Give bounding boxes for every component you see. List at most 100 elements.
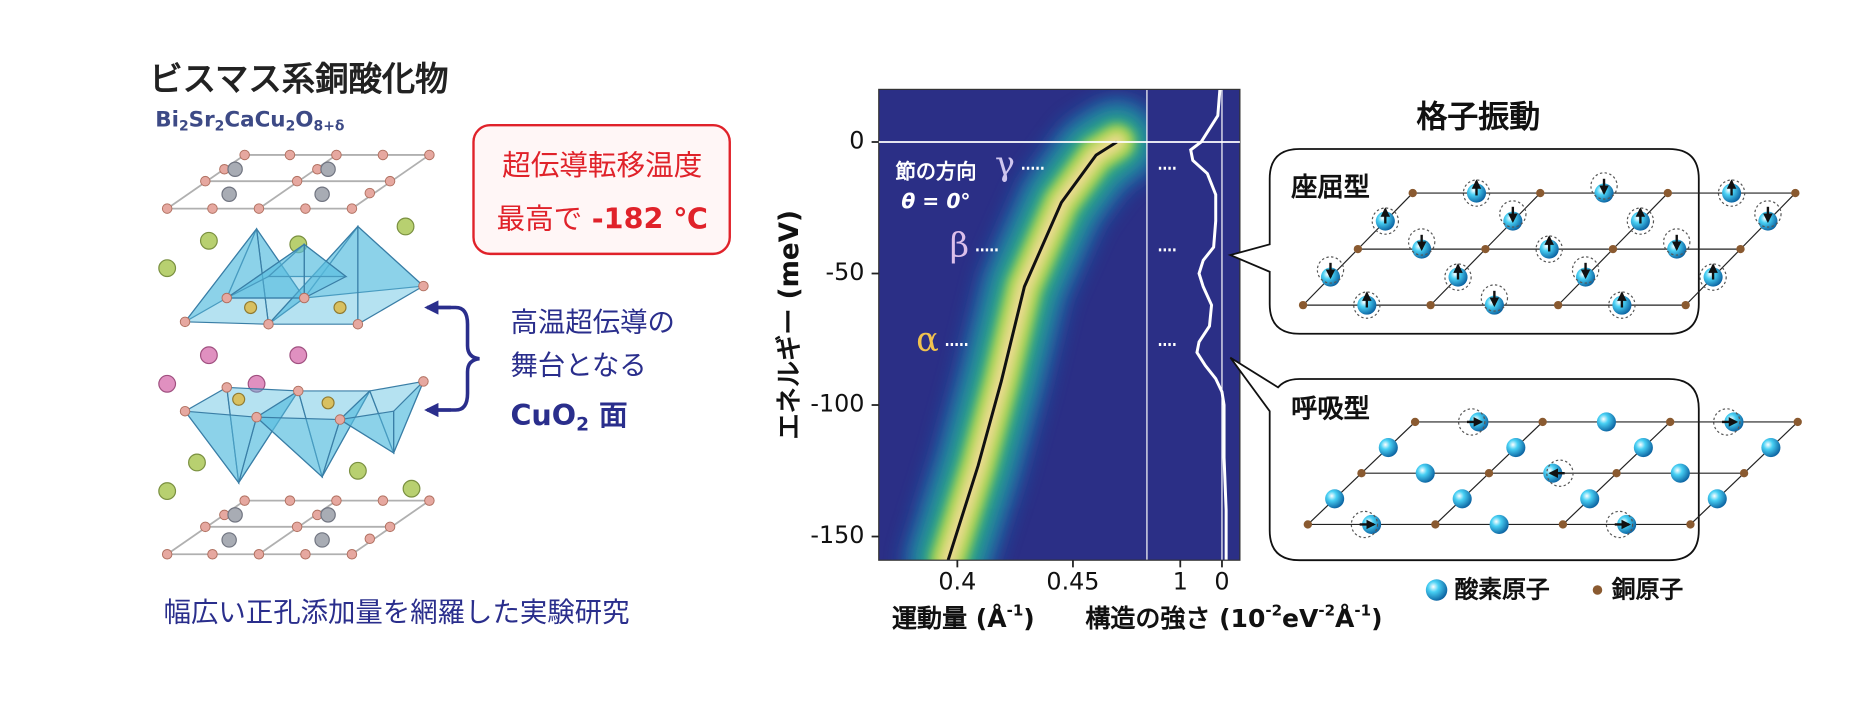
vib-circle (1462, 179, 1491, 207)
annotation: 節の方向 (895, 159, 976, 183)
script-text: 2 (576, 414, 589, 435)
oxygen (1452, 489, 1472, 509)
dispersion-line (946, 140, 1118, 561)
script-text: 8+δ (314, 118, 345, 134)
pyramid (357, 225, 425, 326)
phonon-title: 格子振動 (1416, 100, 1540, 136)
copper (1739, 469, 1749, 478)
vib-circle (1605, 510, 1634, 539)
atom-o (239, 149, 250, 161)
oxygen (1596, 412, 1616, 432)
mode-title: 呼吸型 (1291, 395, 1370, 425)
rich-text: CaCu (224, 107, 285, 132)
atom-bi (221, 532, 237, 548)
pyramid (267, 224, 359, 325)
vib-circle (1699, 263, 1727, 291)
x-tick-label: 1 (1173, 567, 1188, 595)
legend-oxygen (1425, 579, 1448, 601)
vib-circle (1717, 179, 1746, 207)
atom-o (253, 203, 265, 214)
copper (1736, 244, 1745, 254)
atom-sr (199, 231, 218, 250)
vib-circle (1444, 263, 1472, 291)
rich-text: 面 (589, 398, 628, 432)
vib-circle (1371, 207, 1400, 235)
tc-label: 超伝導転移温度 (502, 148, 702, 182)
y-tick-label: -150 (810, 521, 864, 549)
label-text: 構造の強さ (10 (1085, 604, 1265, 633)
copper (1481, 244, 1490, 254)
pyramid (183, 227, 270, 325)
atom-bi (320, 161, 336, 177)
legend-label: 酸素原子 (1454, 576, 1549, 604)
copper (1681, 300, 1690, 310)
atom-o (334, 414, 346, 425)
oxygen (1761, 438, 1781, 458)
callout-box (1227, 148, 1700, 335)
label-text: eV (1282, 604, 1319, 633)
copper (1686, 520, 1695, 529)
copper (1608, 244, 1618, 254)
copper (1303, 520, 1313, 529)
atom-o (221, 382, 233, 393)
atom-bi (227, 507, 243, 523)
atom-sr (289, 235, 308, 254)
tc-box (472, 123, 731, 256)
vib-circle (1663, 228, 1691, 256)
pyramid (183, 410, 258, 485)
copper (1357, 469, 1366, 478)
vib-circle (1571, 256, 1600, 284)
pyramid (254, 416, 341, 478)
x-tick-label: 0 (1214, 567, 1229, 595)
x-axis-label: 運動量 (Å-1) (892, 601, 1035, 633)
atom-o (291, 521, 303, 533)
copper (1793, 417, 1802, 427)
atom-bi (314, 532, 330, 548)
oxygen (1670, 463, 1690, 483)
legend-copper (1592, 585, 1603, 595)
rich-text: Bi (155, 107, 179, 132)
atom-cu (232, 392, 246, 406)
copper (1666, 417, 1675, 427)
atom-ca (289, 346, 308, 365)
copper (1553, 300, 1563, 310)
vib-circle (1499, 200, 1527, 228)
script-text: 2 (215, 118, 225, 134)
copper (1558, 520, 1568, 529)
formula: Bi2Sr2CaCu2O8+δ (155, 107, 344, 134)
oxygen (1707, 489, 1727, 509)
atom-o (384, 175, 396, 187)
atom-o (364, 187, 376, 199)
atom-o (346, 548, 358, 560)
vib-circle (1350, 510, 1379, 539)
vib-circle (1608, 291, 1636, 319)
superscript: -1 (1007, 601, 1024, 619)
lattices (1298, 172, 1802, 539)
vib-circle (1407, 228, 1436, 256)
atom-o (298, 292, 310, 304)
vib-circle (1626, 207, 1655, 235)
superscript: -2 (1318, 601, 1335, 619)
atom-o (352, 318, 364, 330)
atom-o (207, 548, 218, 560)
atom-o (253, 548, 265, 560)
atom-sr (188, 453, 206, 472)
atom-sr (158, 259, 177, 278)
x-axis-label: 構造の強さ (10-2eV-2Å-1) (1085, 601, 1382, 633)
copper (1663, 188, 1672, 198)
annotation: θ = 0° (901, 189, 970, 213)
superscript: -2 (1265, 601, 1282, 619)
oxygen (1506, 438, 1526, 458)
label-text: ) (1023, 604, 1034, 633)
vib-circle (1353, 291, 1381, 319)
atom-o (418, 280, 429, 292)
structure-line (1189, 89, 1228, 561)
atom-o (418, 376, 429, 387)
atom-o (331, 495, 342, 506)
atom-bi (314, 186, 330, 203)
label-text: Å (1335, 604, 1355, 633)
vib-circle (1458, 408, 1486, 436)
copper (1612, 469, 1621, 478)
oxygen (1378, 438, 1398, 458)
